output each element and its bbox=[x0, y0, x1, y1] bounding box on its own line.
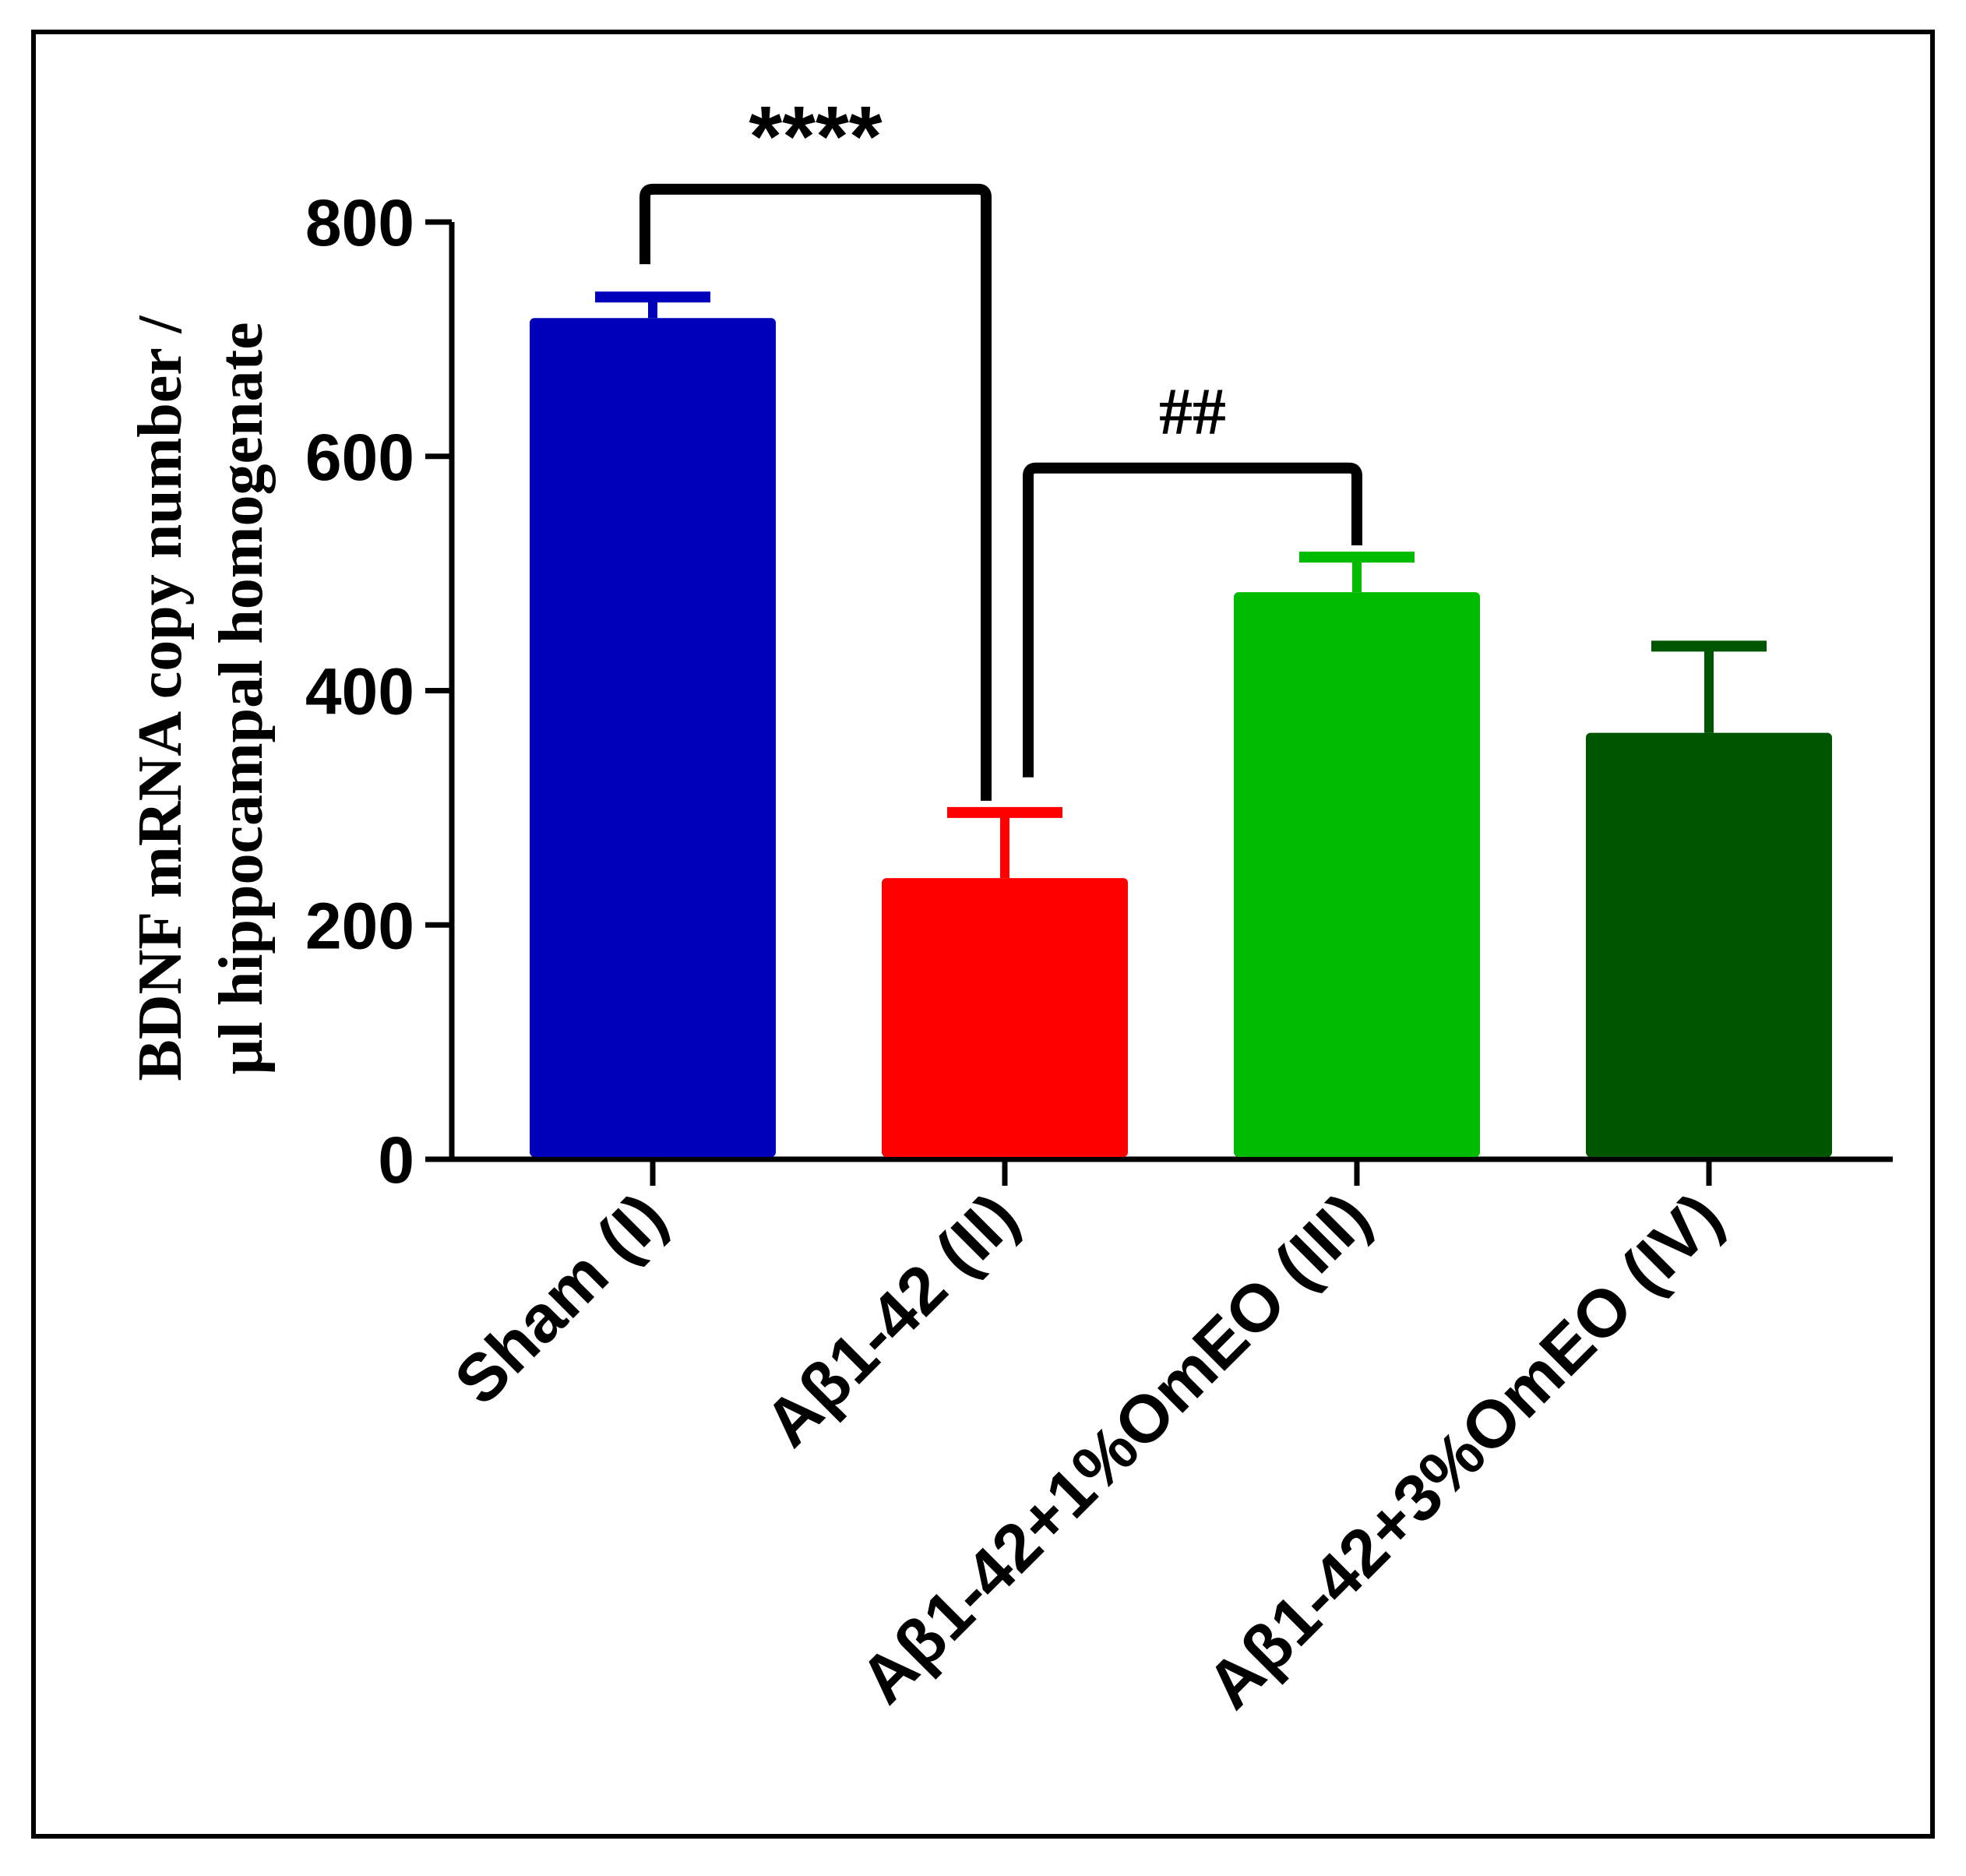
y-tick-label: 600 bbox=[305, 421, 414, 494]
y-axis-label-line: µl hippocampal homogenate bbox=[207, 322, 276, 1074]
y-tick-label: 0 bbox=[378, 1123, 414, 1197]
bar bbox=[1234, 592, 1480, 1157]
x-tick-label: Sham (I) bbox=[441, 1180, 681, 1419]
bar bbox=[882, 878, 1128, 1157]
y-axis-label: BDNF mRNA copy number / µl hippocampal ho… bbox=[126, 315, 276, 1081]
significance-label: ## bbox=[1159, 374, 1226, 449]
significance-bracket bbox=[639, 183, 992, 801]
bar bbox=[1586, 732, 1832, 1157]
y-tick-label: 200 bbox=[305, 889, 414, 962]
x-tick-label: Aβ1-42 (II) bbox=[751, 1180, 1033, 1462]
significance-label: **** bbox=[749, 89, 882, 185]
y-axis-label-line: BDNF mRNA copy number / bbox=[126, 315, 195, 1081]
figure-frame bbox=[31, 30, 1935, 1839]
significance-bracket bbox=[1023, 462, 1362, 778]
y-tick-label: 400 bbox=[305, 655, 414, 728]
y-tick-label: 800 bbox=[305, 186, 414, 259]
bar bbox=[530, 318, 776, 1157]
